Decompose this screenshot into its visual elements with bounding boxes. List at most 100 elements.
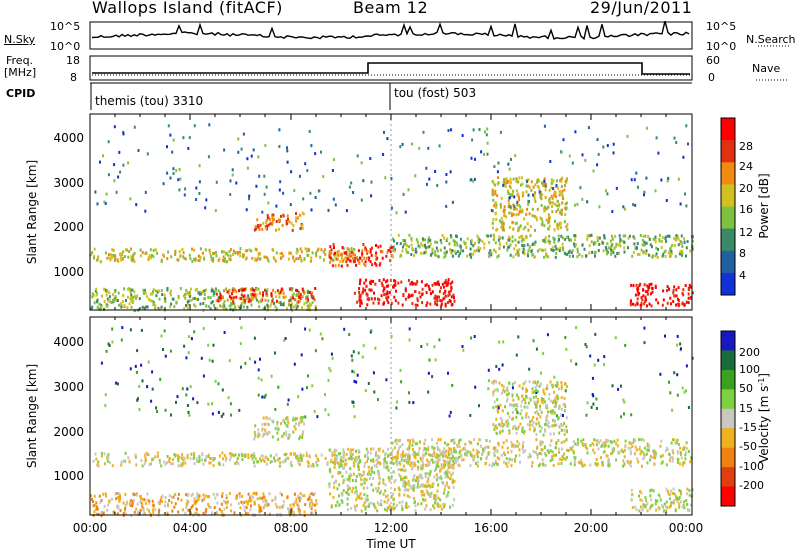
echo-cell [650, 304, 653, 308]
echo-cell [639, 304, 642, 307]
echo-cell [202, 462, 205, 466]
echo-cell [119, 509, 122, 512]
echo-cell [176, 395, 179, 399]
echo-cell [422, 498, 425, 501]
echo-cell [558, 223, 561, 227]
echo-cell [193, 303, 196, 307]
echo-cell [593, 438, 596, 442]
echo-cell [512, 189, 515, 193]
echo-cell [356, 256, 358, 260]
echo-cell [538, 424, 541, 428]
echo-cell [560, 184, 563, 188]
echo-cell [272, 288, 274, 292]
echo-cell [531, 461, 534, 464]
echo-cell [552, 187, 554, 191]
echo-cell [103, 307, 105, 311]
echo-cell [151, 253, 153, 257]
echo-cell [301, 494, 304, 498]
echo-cell [382, 481, 385, 485]
echo-cell [681, 386, 684, 390]
echo-cell [350, 457, 353, 461]
echo-cell [94, 289, 97, 293]
echo-cell [651, 290, 654, 294]
echo-cell [655, 298, 658, 302]
echo-cell [212, 293, 215, 297]
echo-cell [429, 242, 432, 246]
echo-cell [408, 443, 411, 447]
echo-cell [432, 453, 434, 457]
echo-cell [431, 438, 433, 442]
echo-cell [649, 494, 652, 498]
echo-cell [447, 371, 449, 375]
echo-cell [247, 299, 250, 303]
echo-cell [543, 392, 546, 396]
echo-cell [231, 453, 234, 457]
echo-cell [331, 356, 334, 360]
echo-cell [237, 150, 240, 154]
echo-cell [502, 340, 505, 344]
echo-cell [613, 439, 616, 443]
echo-cell [414, 303, 417, 307]
echo-cell [558, 189, 561, 193]
echo-cell [263, 305, 266, 309]
power-ytick-1000: 1000 [53, 265, 84, 279]
echo-cell [580, 458, 583, 462]
echo-cell [293, 492, 296, 496]
echo-cell [458, 445, 461, 449]
freq-right-tick-top: 60 [706, 54, 720, 67]
echo-cell [118, 150, 121, 154]
echo-cell [367, 457, 369, 461]
echo-cell [612, 251, 615, 255]
echo-cell [205, 507, 208, 511]
echo-cell [205, 455, 208, 458]
echo-cell [492, 209, 494, 213]
echo-cell [274, 495, 277, 499]
echo-cell [364, 248, 367, 252]
echo-cell [284, 337, 287, 340]
echo-cell [95, 507, 98, 511]
echo-cell [451, 200, 454, 204]
echo-cell [201, 251, 204, 255]
echo-cell [244, 257, 247, 261]
echo-cell [239, 254, 242, 258]
echo-cell [648, 237, 651, 241]
echo-cell [554, 423, 556, 427]
echo-cell [144, 458, 147, 462]
echo-cell [657, 247, 659, 251]
echo-cell [383, 293, 386, 297]
echo-cell [380, 490, 382, 493]
echo-cell [337, 253, 340, 257]
echo-cell [385, 495, 387, 499]
echo-cell [413, 290, 416, 294]
echo-cell [604, 245, 607, 249]
echo-cell [630, 413, 633, 417]
echo-cell [543, 206, 545, 210]
echo-cell [252, 495, 255, 499]
echo-cell [494, 449, 496, 453]
echo-cell [532, 242, 535, 246]
echo-cell [222, 457, 224, 461]
echo-cell [561, 201, 564, 205]
echo-cell [426, 480, 429, 484]
echo-cell [490, 251, 493, 255]
echo-cell [125, 248, 127, 252]
echo-cell [144, 291, 147, 295]
echo-cell [360, 483, 363, 486]
echo-cell [508, 415, 511, 419]
echo-cell [148, 463, 151, 467]
echo-cell [385, 451, 388, 455]
echo-cell [355, 449, 357, 453]
echo-cell [560, 396, 563, 400]
echo-cell [672, 501, 675, 505]
echo-cell [566, 252, 569, 256]
echo-cell [367, 504, 370, 508]
echo-cell [544, 188, 547, 192]
echo-cell [186, 404, 189, 407]
echo-cell [129, 367, 132, 371]
echo-cell [139, 496, 142, 500]
echo-cell [590, 240, 593, 244]
echo-cell [513, 381, 516, 385]
echo-cell [501, 363, 504, 367]
echo-cell [391, 245, 393, 249]
echo-cell [169, 305, 172, 309]
